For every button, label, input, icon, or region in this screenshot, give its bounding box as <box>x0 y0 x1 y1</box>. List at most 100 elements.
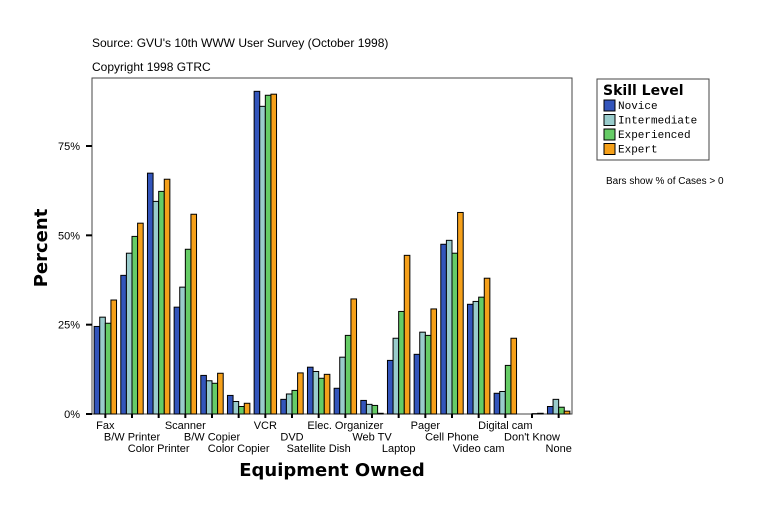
bar-novice-9 <box>333 387 341 415</box>
bar-intermediate-13 <box>445 239 453 415</box>
bar-expert-16 <box>537 412 544 415</box>
bar-intermediate-10 <box>365 403 373 415</box>
bar-intermediate-15 <box>499 390 506 415</box>
bar-expert-15 <box>510 337 518 415</box>
x-tick-label: VCR <box>254 420 277 432</box>
x-tick-label: Pager <box>411 420 441 432</box>
x-tick-label: Scanner <box>165 420 206 432</box>
legend-swatch-novice <box>603 99 616 112</box>
bar-expert-7 <box>297 372 304 415</box>
bar-experienced-10 <box>371 404 379 415</box>
x-tick-label: B/W Copier <box>184 432 241 444</box>
bar-expert-0 <box>110 299 118 415</box>
bar-intermediate-0 <box>99 316 106 415</box>
x-tick-label: Cell Phone <box>425 432 479 444</box>
bar-intermediate-3 <box>179 286 186 415</box>
plot-frame <box>91 77 573 415</box>
bar-novice-17 <box>546 405 554 415</box>
bar-novice-13 <box>440 243 447 415</box>
y-tick-label: 0% <box>64 409 80 421</box>
bar-expert-12 <box>430 308 438 415</box>
x-axis-title: Equipment Owned <box>239 460 425 481</box>
bar-novice-2 <box>146 172 154 415</box>
bar-experienced-9 <box>344 334 352 415</box>
bar-novice-12 <box>413 353 421 415</box>
bar-intermediate-2 <box>152 200 160 415</box>
bar-novice-1 <box>120 274 127 415</box>
bar-expert-14 <box>483 277 491 415</box>
bar-experienced-4 <box>211 382 219 415</box>
y-tick-label: 25% <box>58 320 80 332</box>
bar-intermediate-4 <box>205 380 213 415</box>
bar-experienced-11 <box>398 310 405 415</box>
bar-experienced-8 <box>318 377 325 415</box>
bar-experienced-13 <box>451 252 459 415</box>
bar-expert-13 <box>457 211 464 415</box>
bar-intermediate-6 <box>259 105 266 415</box>
bar-intermediate-8 <box>312 370 320 415</box>
bar-intermediate-5 <box>232 400 240 415</box>
x-tick-label: Color Printer <box>128 443 190 455</box>
bar-expert-6 <box>270 93 278 415</box>
y-tick-label: 50% <box>58 230 80 242</box>
legend-swatch-intermediate <box>603 114 616 126</box>
x-tick-label: Satellite Dish <box>287 443 351 455</box>
bar-expert-4 <box>217 372 224 415</box>
legend-label: Experienced <box>618 130 691 142</box>
bar-novice-7 <box>280 398 287 415</box>
bar-novice-14 <box>466 303 474 415</box>
bar-novice-11 <box>386 359 394 415</box>
bar-intermediate-12 <box>419 331 426 415</box>
bar-experienced-14 <box>478 296 485 415</box>
bar-experienced-17 <box>558 406 565 415</box>
x-tick-label: Don't Know <box>504 432 560 444</box>
bar-expert-3 <box>190 213 198 415</box>
legend-label: Intermediate <box>618 116 697 128</box>
bar-novice-3 <box>173 306 181 415</box>
y-axis-title: Percent <box>31 208 52 287</box>
source-text: Source: GVU's 10th WWW User Survey (Octo… <box>92 36 388 50</box>
bar-experienced-15 <box>504 364 512 415</box>
bar-intermediate-14 <box>472 300 480 415</box>
x-tick-label: Digital cam <box>478 420 532 432</box>
legend: Skill Level Novice Intermediate Experience… <box>596 78 710 161</box>
bar-intermediate-9 <box>339 356 346 415</box>
bar-expert-9 <box>350 298 358 415</box>
bar-expert-1 <box>137 222 144 415</box>
copyright-text: Copyright 1998 GTRC <box>92 60 211 74</box>
legend-title: Skill Level <box>603 83 684 99</box>
bar-expert-8 <box>323 373 331 415</box>
bar-experienced-2 <box>158 190 165 415</box>
x-tick-label: DVD <box>280 432 303 444</box>
bar-experienced-3 <box>184 248 192 415</box>
x-tick-label: Color Copier <box>208 443 270 455</box>
bar-intermediate-1 <box>125 252 133 415</box>
legend-swatch-expert <box>603 143 616 155</box>
x-tick-label: Web TV <box>352 432 392 444</box>
bar-intermediate-11 <box>392 337 400 415</box>
bar-experienced-6 <box>264 94 272 415</box>
bar-experienced-7 <box>291 389 299 415</box>
bar-novice-0 <box>93 325 101 415</box>
bar-expert-2 <box>163 178 171 415</box>
legend-label: Novice <box>618 101 658 113</box>
bar-expert-5 <box>243 402 251 415</box>
legend-frame <box>596 78 710 161</box>
legend-label: Expert <box>618 145 658 157</box>
bar-expert-11 <box>403 254 411 415</box>
bar-novice-4 <box>200 374 207 415</box>
bar-experienced-5 <box>238 405 245 415</box>
bar-expert-10 <box>377 412 384 415</box>
bar-experienced-1 <box>131 235 139 415</box>
bar-novice-15 <box>493 392 501 415</box>
bar-novice-6 <box>253 90 261 415</box>
x-tick-label: Video cam <box>453 443 505 455</box>
bar-experienced-12 <box>424 334 432 415</box>
bar-novice-8 <box>306 366 314 415</box>
x-tick-label: Elec. Organizer <box>307 420 383 432</box>
bar-novice-10 <box>360 399 367 415</box>
x-tick-label: Laptop <box>382 443 416 455</box>
legend-swatch-experienced <box>603 128 616 141</box>
x-tick-label: B/W Printer <box>104 432 161 444</box>
